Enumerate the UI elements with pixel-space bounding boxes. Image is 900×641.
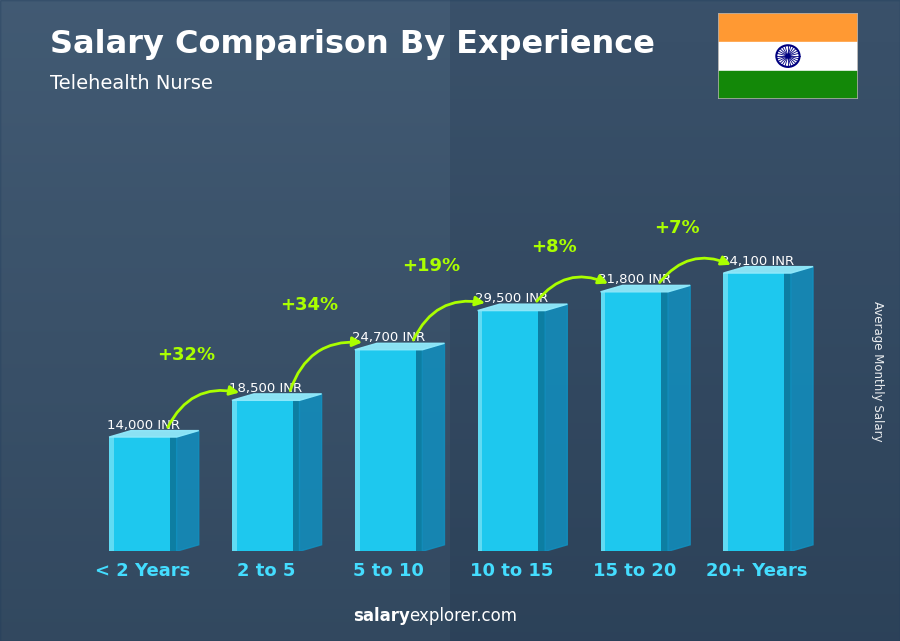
Bar	[538, 311, 545, 551]
Polygon shape	[232, 394, 321, 401]
Polygon shape	[109, 431, 199, 437]
Bar	[724, 273, 728, 551]
Text: 31,800 INR: 31,800 INR	[598, 274, 671, 287]
Bar	[718, 13, 858, 42]
Text: Salary Comparison By Experience: Salary Comparison By Experience	[50, 29, 654, 60]
Polygon shape	[545, 304, 567, 551]
Text: +8%: +8%	[532, 238, 577, 256]
Bar	[784, 273, 791, 551]
Bar	[232, 401, 300, 551]
Bar	[355, 350, 422, 551]
Circle shape	[786, 54, 790, 58]
Polygon shape	[355, 344, 445, 350]
Polygon shape	[478, 304, 567, 311]
Text: +19%: +19%	[402, 256, 461, 275]
Text: salary: salary	[353, 607, 410, 625]
Bar	[478, 311, 545, 551]
Bar	[718, 42, 858, 71]
Text: Average Monthly Salary: Average Monthly Salary	[871, 301, 884, 442]
Polygon shape	[300, 394, 321, 551]
Polygon shape	[422, 344, 445, 551]
Bar	[600, 292, 668, 551]
Polygon shape	[791, 267, 813, 551]
Text: +34%: +34%	[280, 296, 338, 314]
Text: 24,700 INR: 24,700 INR	[352, 331, 426, 344]
Bar	[724, 273, 791, 551]
Polygon shape	[176, 431, 199, 551]
Text: 34,100 INR: 34,100 INR	[721, 254, 794, 268]
Bar	[478, 311, 482, 551]
Bar	[109, 437, 176, 551]
Bar	[109, 437, 113, 551]
Text: 18,500 INR: 18,500 INR	[230, 382, 302, 395]
Bar	[600, 292, 605, 551]
Bar	[355, 350, 359, 551]
Text: 29,500 INR: 29,500 INR	[475, 292, 548, 305]
Bar	[662, 292, 668, 551]
Text: +7%: +7%	[654, 219, 700, 237]
Bar	[232, 401, 237, 551]
Bar	[718, 71, 858, 99]
Text: 14,000 INR: 14,000 INR	[106, 419, 180, 431]
Polygon shape	[600, 285, 690, 292]
Text: +32%: +32%	[157, 346, 215, 365]
Bar	[292, 401, 300, 551]
Bar	[170, 437, 176, 551]
Polygon shape	[668, 285, 690, 551]
Text: explorer.com: explorer.com	[410, 607, 518, 625]
Text: Telehealth Nurse: Telehealth Nurse	[50, 74, 212, 93]
Bar	[416, 350, 422, 551]
Polygon shape	[724, 267, 813, 273]
